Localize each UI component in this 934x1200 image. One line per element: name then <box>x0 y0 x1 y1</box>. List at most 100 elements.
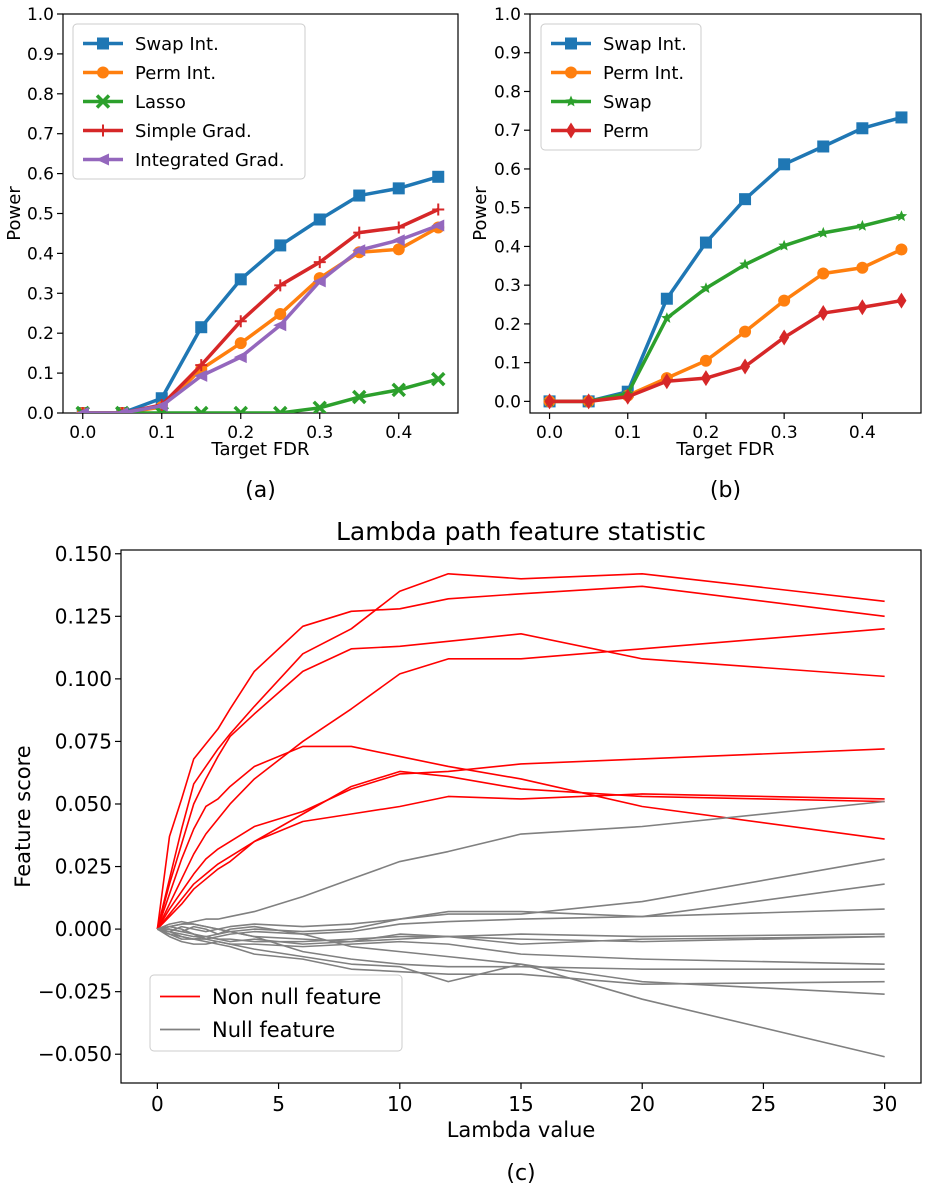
data-point <box>895 210 908 222</box>
data-point <box>699 236 712 249</box>
series-line <box>549 298 902 404</box>
series-line <box>157 858 885 933</box>
legend-item: Perm Int. <box>551 63 684 84</box>
legend-label: Perm Int. <box>603 63 684 84</box>
x-tick-label: 30 <box>872 1092 897 1116</box>
series-non_null-2 <box>156 633 885 930</box>
series-line <box>156 628 885 930</box>
data-point <box>740 358 751 375</box>
data-point <box>392 243 405 256</box>
legend-item: Lasso <box>83 92 186 113</box>
legend-marker <box>565 66 577 79</box>
data-point <box>75 407 89 413</box>
y-tick-label: 0.1 <box>494 354 521 374</box>
series-non_null-6 <box>156 770 885 930</box>
legend-label: Non null feature <box>212 985 381 1009</box>
y-tick-label: 0.4 <box>27 244 54 264</box>
series-line <box>82 207 439 413</box>
y-tick-label: 1.0 <box>27 5 54 25</box>
y-tick-label: −0.025 <box>38 980 112 1004</box>
series-line <box>157 923 885 970</box>
y-tick-label: 1.0 <box>494 5 521 25</box>
data-point <box>195 359 208 372</box>
legend: Non null feature Null feature <box>149 974 403 1052</box>
series-line <box>82 223 439 413</box>
y-tick-label: 0.125 <box>55 604 112 628</box>
y-tick-label: −0.050 <box>38 1042 112 1066</box>
data-point <box>700 370 711 387</box>
x-tick-label: 5 <box>272 1092 285 1116</box>
series-line <box>156 745 885 930</box>
series-integrated-grad- <box>75 219 445 413</box>
legend-marker <box>566 122 576 139</box>
y-axis-label: Power <box>4 186 25 241</box>
legend-label: Swap <box>603 92 652 113</box>
legend-item: Swap Int. <box>551 34 687 55</box>
data-point <box>544 393 555 410</box>
series-perm-int- <box>76 221 445 413</box>
legend-item: Simple Grad. <box>83 121 252 142</box>
legend-marker <box>95 94 111 109</box>
series-non_null-1 <box>156 572 885 930</box>
x-tick-label: 0.3 <box>771 423 798 443</box>
legend-label: Integrated Grad. <box>135 150 285 171</box>
series-null-13 <box>157 928 885 943</box>
data-point <box>661 312 673 323</box>
chart-a: 0.0 0.1 0.2 0.3 0.4 0.0 0.1 0.2 0.3 0.4 0.5 0.6 0.7 0… <box>4 5 459 503</box>
series-perm <box>544 292 907 410</box>
series-line <box>156 572 885 930</box>
x-tick-label: 0.1 <box>148 423 175 443</box>
data-point <box>194 369 208 382</box>
y-tick-label: 0.3 <box>494 276 521 296</box>
y-tick-label: 0.4 <box>494 237 521 257</box>
data-point <box>583 393 594 410</box>
chart-b: 0.0 0.1 0.2 0.3 0.4 0.0 0.1 0.2 0.3 0.4 0.5 0.6 0.7 0… <box>470 5 922 503</box>
y-tick-label: 0.0 <box>27 404 54 424</box>
x-tick-label: 20 <box>629 1092 654 1116</box>
y-tick-label: 0.9 <box>27 45 54 65</box>
x-axis-label: Target FDR <box>210 439 309 460</box>
y-tick-label: 0.2 <box>494 315 521 335</box>
chart-title: Lambda path feature statistic <box>336 517 706 546</box>
x-tick-label: 0.4 <box>849 423 876 443</box>
data-point <box>195 321 208 334</box>
y-tick-label: 0.6 <box>27 165 54 185</box>
data-point <box>352 244 366 257</box>
legend-label: Swap Int. <box>135 34 219 55</box>
data-point <box>234 273 247 286</box>
series-line <box>156 793 885 930</box>
legend-item: Integrated Grad. <box>83 150 285 171</box>
y-tick-label: 0.7 <box>27 125 54 145</box>
legend-item: Perm <box>551 121 649 142</box>
series-null-15 <box>156 928 885 965</box>
y-tick-label: 0.100 <box>55 667 112 691</box>
chart-b-plot-area <box>543 111 908 410</box>
data-point <box>115 407 129 413</box>
data-point <box>779 329 790 346</box>
series-null-18 <box>157 928 885 985</box>
y-axis-label: Feature score <box>11 745 35 887</box>
data-point <box>274 279 287 292</box>
data-point <box>352 389 367 405</box>
data-point <box>778 294 791 307</box>
data-point <box>739 325 752 338</box>
series-line <box>157 800 885 930</box>
legend-item: Swap <box>551 92 652 113</box>
series-perm-int- <box>543 243 908 408</box>
y-tick-label: 0.7 <box>494 121 521 141</box>
data-point <box>312 400 327 413</box>
data-point <box>895 243 908 256</box>
x-tick-label: 0.0 <box>536 423 563 443</box>
data-point <box>856 219 869 231</box>
x-tick-label: 0.2 <box>227 423 254 443</box>
x-tick-label: 0.2 <box>692 423 719 443</box>
y-tick-label: 0.2 <box>27 324 54 344</box>
legend-label: Perm <box>603 121 649 142</box>
series-line <box>549 247 903 404</box>
series-null-14 <box>157 925 885 945</box>
chart-a-plot-area <box>75 170 446 413</box>
data-point <box>660 292 673 305</box>
y-tick-label: 0.8 <box>27 85 54 105</box>
series-null-10 <box>157 883 885 935</box>
series-null-16 <box>157 923 885 970</box>
